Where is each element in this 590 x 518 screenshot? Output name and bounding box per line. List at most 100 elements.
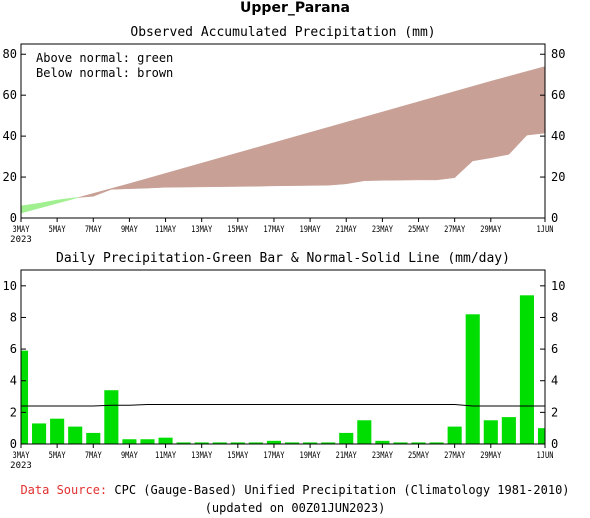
above-normal-area (38, 199, 58, 209)
below-normal-area (255, 142, 275, 187)
x-tick-label: 1JUN (537, 224, 554, 234)
daily-bar (501, 417, 516, 444)
x-tick-label: 23MAY (372, 224, 393, 234)
y-tick-label-left: 20 (3, 170, 17, 184)
x-tick-label: 13MAY (191, 224, 212, 234)
daily-bar (158, 437, 173, 444)
daily-bar (248, 442, 263, 444)
daily-bar (194, 442, 209, 444)
below-normal-area (309, 126, 329, 186)
x-tick-label: 13MAY (191, 450, 212, 460)
data-source-text: CPC (Gauge-Based) Unified Precipitation … (107, 483, 570, 497)
y-tick-label-right: 10 (551, 279, 565, 293)
daily-bar (411, 442, 426, 444)
below-normal-area (490, 76, 510, 159)
daily-bar (32, 423, 47, 444)
data-source-label: Data Source: (20, 483, 108, 497)
x-tick-label: 25MAY (408, 224, 429, 234)
daily-bar (230, 442, 245, 444)
below-normal-area (219, 152, 239, 187)
daily-bar (519, 295, 534, 444)
data-source-line: Data Source: CPC (Gauge-Based) Unified P… (0, 483, 590, 497)
daily-bar (68, 426, 83, 444)
daily-bar (303, 442, 318, 444)
y-tick-label-right: 80 (551, 47, 565, 61)
below-normal-area (436, 91, 455, 181)
below-normal-area (147, 173, 166, 189)
above-normal-area (20, 202, 40, 214)
accumulated-precipitation-chart: Observed Accumulated Precipitation (mm) 0… (3, 25, 566, 245)
x-tick-label: 19MAY (300, 450, 321, 460)
x-year-label: 2023 (10, 235, 32, 245)
x-tick-label: 3MAY (13, 450, 30, 460)
x-tick-label: 9MAY (121, 224, 138, 234)
x-tick-label: 11MAY (155, 224, 176, 234)
below-normal-area (201, 157, 221, 188)
y-tick-label-left: 60 (3, 88, 17, 102)
normal-line (21, 403, 545, 407)
below-normal-area (400, 101, 419, 181)
below-normal-area (364, 111, 383, 181)
below-normal-area (526, 66, 546, 136)
x-tick-label: 21MAY (336, 450, 357, 460)
plot-frame (20, 269, 546, 445)
legend-annotation: Above normal: green (36, 51, 173, 65)
above-normal-area (56, 197, 76, 204)
daily-bar (140, 439, 155, 444)
y-tick-label-left: 4 (10, 374, 17, 388)
below-normal-area (327, 121, 347, 186)
below-normal-area (454, 86, 473, 179)
y-tick-label-left: 0 (10, 211, 17, 225)
x-tick-label: 29MAY (480, 450, 501, 460)
x-tick-label: 17MAY (263, 224, 284, 234)
y-tick-label-right: 2 (551, 405, 558, 419)
below-normal-area (165, 167, 184, 188)
y-tick-label-right: 0 (551, 437, 558, 451)
chart-title: Daily Precipitation-Green Bar & Normal-S… (56, 251, 510, 266)
above-normal-area (74, 197, 79, 199)
y-tick-label-right: 0 (551, 211, 558, 225)
x-tick-label: 17MAY (263, 450, 284, 460)
below-normal-area (183, 162, 202, 188)
y-tick-label-right: 20 (551, 170, 565, 184)
daily-bar (447, 426, 462, 444)
y-tick-label-left: 10 (3, 279, 17, 293)
x-tick-label: 29MAY (480, 224, 501, 234)
daily-bar (429, 442, 444, 444)
below-normal-area (273, 137, 293, 187)
daily-bar (21, 350, 29, 444)
x-tick-label: 11MAY (155, 450, 176, 460)
daily-precipitation-chart: Daily Precipitation-Green Bar & Normal-S… (3, 251, 566, 471)
below-normal-area (78, 193, 94, 198)
y-tick-label-right: 6 (551, 342, 558, 356)
x-tick-label: 5MAY (49, 450, 66, 460)
daily-bar (86, 432, 101, 444)
x-year-label: 2023 (10, 461, 32, 471)
x-tick-label: 3MAY (13, 224, 30, 234)
below-normal-area (93, 188, 112, 197)
below-normal-area (345, 116, 365, 185)
daily-bar (212, 442, 227, 444)
y-tick-label-right: 60 (551, 88, 565, 102)
below-normal-area (111, 183, 130, 190)
y-tick-label-right: 40 (551, 129, 565, 143)
daily-bar (266, 440, 282, 444)
chart-title: Observed Accumulated Precipitation (mm) (130, 25, 435, 40)
y-tick-label-left: 0 (10, 437, 17, 451)
x-tick-label: 5MAY (49, 224, 66, 234)
x-tick-label: 9MAY (121, 450, 138, 460)
updated-line: (updated on 00Z01JUN2023) (204, 501, 386, 515)
y-tick-label-right: 8 (551, 310, 558, 324)
below-normal-area (418, 96, 437, 181)
x-tick-label: 27MAY (444, 450, 465, 460)
x-tick-label: 15MAY (227, 450, 248, 460)
x-tick-label: 21MAY (336, 224, 357, 234)
daily-bar (375, 440, 390, 444)
y-tick-label-left: 40 (3, 129, 17, 143)
x-tick-label: 19MAY (300, 224, 321, 234)
daily-bar (104, 390, 119, 444)
daily-bar (122, 439, 137, 444)
below-normal-area (472, 80, 492, 162)
below-normal-area (382, 106, 401, 181)
